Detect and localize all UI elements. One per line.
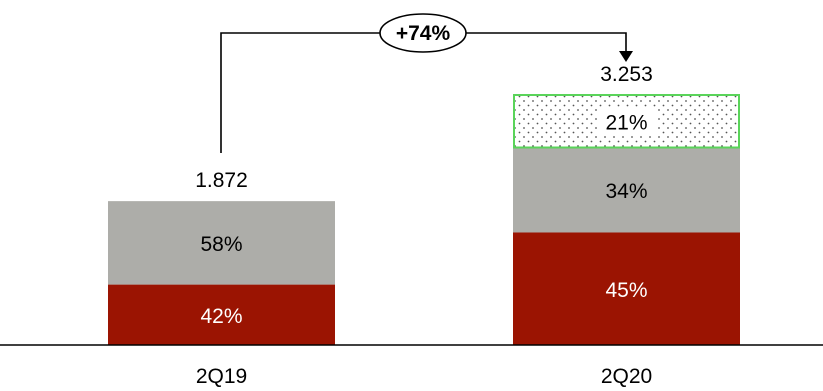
bar-segment-2Q19-0 [108,284,335,345]
bar-segment-2Q19-1 [108,201,335,285]
segment-label-background [597,108,656,135]
bar-segment-2Q20-1 [513,147,740,233]
total-label-2Q19: 1.872 [195,169,248,192]
growth-badge [379,13,467,53]
segment-label-2Q19-0: 42% [200,305,242,328]
segment-label-2Q19-1: 58% [200,233,242,256]
segment-label-2Q20-1: 34% [605,180,647,203]
segment-label-2Q20-0: 45% [605,279,647,302]
total-labels-layer: 1.872 3.253 [195,63,653,192]
x-axis-tick-labels: 2Q19 2Q20 [196,365,652,388]
x-tick-label-2Q20: 2Q20 [601,365,652,388]
growth-arrowhead-icon [619,51,633,62]
x-tick-label-2Q19: 2Q19 [196,365,247,388]
segment-label-2Q20-2: 21% [605,111,647,134]
growth-label: +74% [396,22,451,45]
growth-connector-line [220,32,627,153]
total-label-2Q20: 3.253 [600,63,653,86]
segment-labels-layer: 42% 58% 45% 34% 21% [200,108,656,328]
bar-segment-2Q20-0 [513,232,740,345]
